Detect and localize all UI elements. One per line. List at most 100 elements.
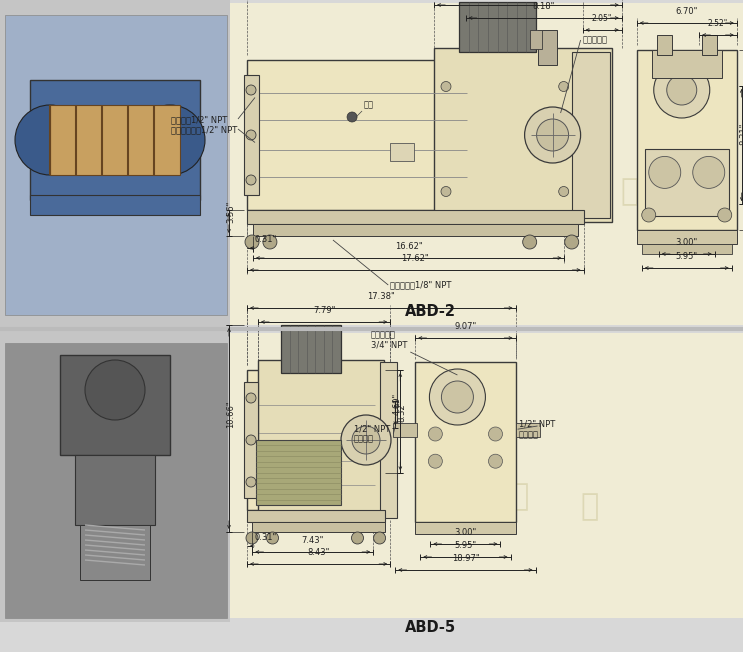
Bar <box>434 48 611 222</box>
Circle shape <box>441 381 473 413</box>
Circle shape <box>642 208 656 222</box>
Bar <box>657 35 672 55</box>
Text: 空气驱动口: 空气驱动口 <box>583 35 608 44</box>
Circle shape <box>246 85 256 95</box>
Text: 进口: 进口 <box>364 100 374 109</box>
Circle shape <box>429 454 442 468</box>
Bar <box>516 422 539 437</box>
Text: 8.18": 8.18" <box>533 2 555 11</box>
Circle shape <box>246 175 256 185</box>
Bar <box>415 362 516 522</box>
Bar <box>30 80 200 200</box>
Bar <box>645 149 729 216</box>
Bar <box>244 382 258 498</box>
Text: 7.43": 7.43" <box>302 536 324 545</box>
Circle shape <box>441 82 451 91</box>
Bar <box>0 0 230 328</box>
Text: 3.56": 3.56" <box>227 201 236 223</box>
Bar <box>538 30 557 65</box>
Bar <box>701 35 717 55</box>
Circle shape <box>649 156 681 188</box>
Bar <box>0 330 230 622</box>
Text: 18.97": 18.97" <box>452 554 479 563</box>
Bar <box>247 370 390 510</box>
Bar <box>415 522 516 534</box>
Bar <box>253 522 385 532</box>
Circle shape <box>565 235 579 249</box>
Bar <box>637 50 737 230</box>
Bar <box>256 440 340 505</box>
Text: 流: 流 <box>370 447 389 476</box>
Bar <box>247 210 583 224</box>
Circle shape <box>666 75 697 105</box>
Bar <box>80 525 150 580</box>
Circle shape <box>85 360 145 420</box>
Bar <box>244 75 259 195</box>
Circle shape <box>429 369 485 425</box>
Text: 制: 制 <box>580 492 598 521</box>
Circle shape <box>718 208 732 222</box>
Circle shape <box>522 235 536 249</box>
Text: 9.07": 9.07" <box>454 322 476 331</box>
Circle shape <box>352 426 380 454</box>
Text: 体: 体 <box>440 467 458 496</box>
Bar <box>5 343 227 618</box>
Text: 5.95": 5.95" <box>455 541 476 550</box>
Circle shape <box>559 186 568 196</box>
Text: 流: 流 <box>420 132 438 161</box>
Bar <box>571 52 610 218</box>
Circle shape <box>263 235 277 249</box>
Text: 17.62": 17.62" <box>401 254 429 263</box>
Text: ABD-5: ABD-5 <box>404 621 455 636</box>
Circle shape <box>429 427 442 441</box>
Text: 控: 控 <box>555 167 574 196</box>
Text: 0.31": 0.31" <box>254 533 276 542</box>
Circle shape <box>245 235 259 249</box>
Bar <box>637 230 737 244</box>
Text: 控: 控 <box>510 482 528 511</box>
Circle shape <box>15 105 85 175</box>
Text: 16.62": 16.62" <box>395 242 423 251</box>
Circle shape <box>692 156 724 188</box>
Text: 3.00": 3.00" <box>675 238 698 247</box>
Circle shape <box>246 393 256 403</box>
Circle shape <box>525 107 580 163</box>
Text: 空气驱动口
3/4" NPT: 空气驱动口 3/4" NPT <box>371 331 407 350</box>
Circle shape <box>374 532 386 544</box>
Circle shape <box>246 130 256 140</box>
Bar <box>5 15 227 315</box>
Text: 17.38": 17.38" <box>367 292 395 301</box>
Circle shape <box>488 427 502 441</box>
Text: 5.95": 5.95" <box>675 252 698 261</box>
Bar <box>30 195 200 215</box>
Circle shape <box>341 415 391 465</box>
Bar <box>75 455 155 525</box>
Bar <box>50 105 180 175</box>
Bar <box>230 333 743 618</box>
Text: 4.69": 4.69" <box>393 393 402 415</box>
Text: 8.32": 8.32" <box>398 399 407 422</box>
Text: 7.79": 7.79" <box>313 306 335 315</box>
Text: 中心排气孔1/8" NPT: 中心排气孔1/8" NPT <box>390 280 452 289</box>
Circle shape <box>559 82 568 91</box>
Circle shape <box>267 532 279 544</box>
Text: 6.70": 6.70" <box>675 7 698 16</box>
Bar <box>530 30 542 49</box>
Circle shape <box>246 532 258 544</box>
Text: 0.31": 0.31" <box>255 235 277 244</box>
Bar <box>393 422 418 437</box>
Bar <box>281 325 340 373</box>
Text: 8.31": 8.31" <box>739 123 743 145</box>
Bar <box>380 362 397 518</box>
Bar <box>0 330 743 652</box>
Circle shape <box>351 532 363 544</box>
Bar <box>247 510 385 522</box>
Circle shape <box>654 62 710 118</box>
Circle shape <box>135 105 205 175</box>
Circle shape <box>536 119 568 151</box>
Bar <box>253 224 577 236</box>
Text: 1/2" NPT
空气出口: 1/2" NPT 空气出口 <box>519 419 555 439</box>
Text: 8.43": 8.43" <box>308 548 330 557</box>
Bar <box>652 50 721 78</box>
Circle shape <box>246 477 256 487</box>
